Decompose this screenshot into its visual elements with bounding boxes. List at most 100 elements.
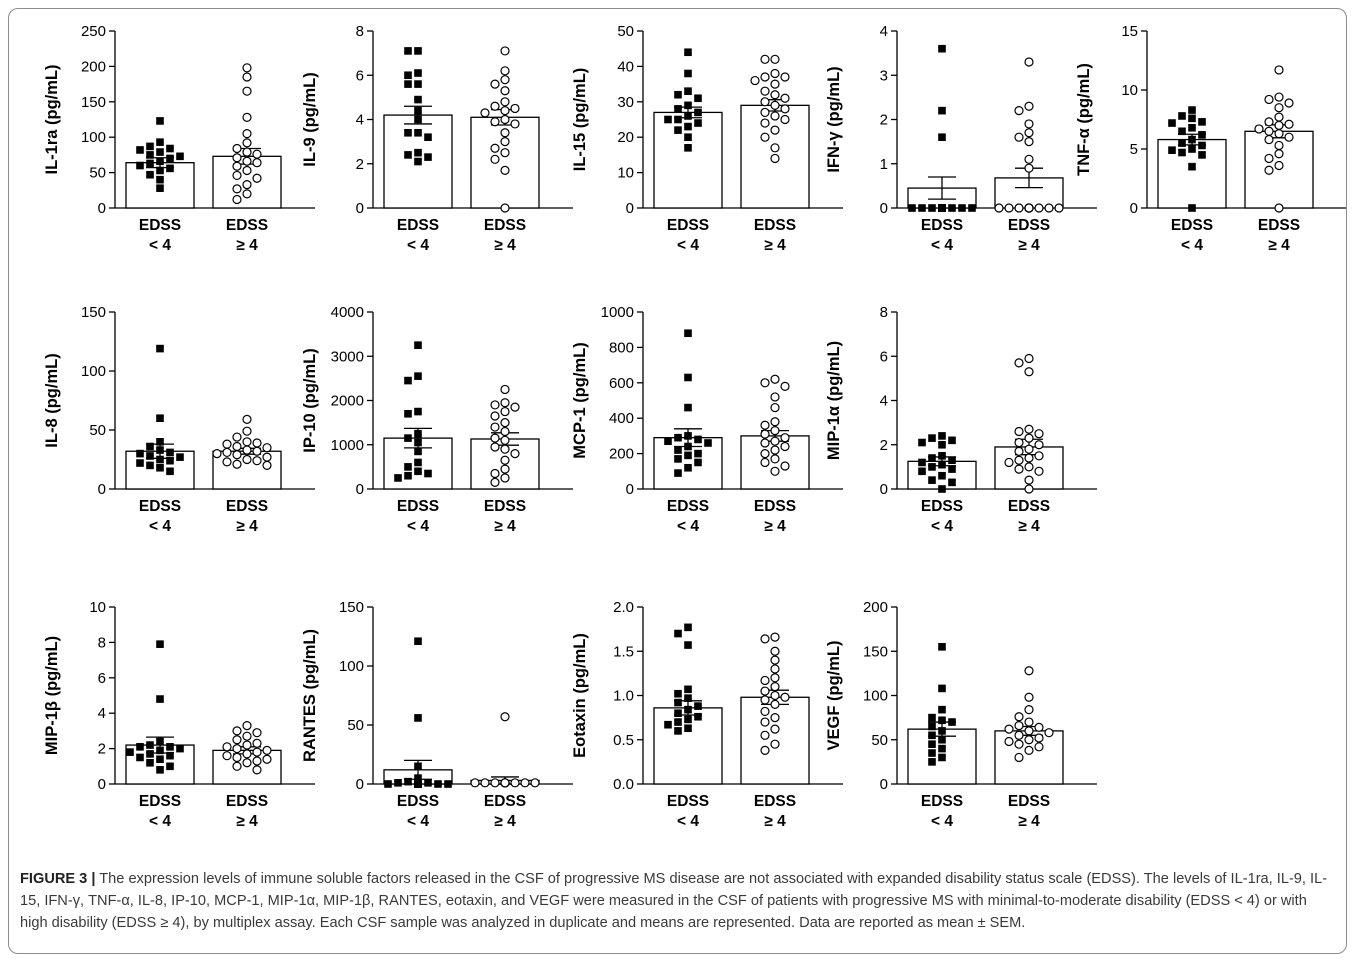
- data-point: [1274, 149, 1284, 159]
- data-point: [770, 54, 780, 64]
- data-point: [1188, 135, 1196, 144]
- data-point: [674, 709, 682, 717]
- x-tick-label: ≥ 4: [494, 518, 516, 535]
- data-point: [1274, 92, 1284, 102]
- chart-panel: 0 2 4 6 8 MIP-1α (pg/mL) EDSS < 4 EDSS ≥ 4: [825, 304, 1097, 535]
- data-point: [232, 161, 242, 171]
- data-point: [136, 743, 144, 751]
- data-point: [146, 170, 154, 179]
- data-point: [156, 138, 164, 146]
- data-point: [500, 75, 510, 85]
- data-point: [232, 143, 242, 154]
- data-point: [674, 433, 682, 442]
- data-point: [500, 398, 510, 408]
- data-point: [1024, 119, 1034, 129]
- y-tick-label: 3: [880, 67, 888, 84]
- y-tick-label: 0: [880, 481, 888, 498]
- y-tick-label: 6: [356, 67, 364, 84]
- data-point: [948, 718, 956, 726]
- data-point: [252, 728, 262, 738]
- data-point: [166, 751, 174, 760]
- y-tick-label: 100: [339, 658, 364, 675]
- data-point: [232, 735, 242, 745]
- data-point: [1024, 128, 1034, 138]
- data-point: [166, 448, 174, 457]
- data-point: [156, 175, 164, 184]
- data-point: [510, 402, 520, 412]
- data-point: [136, 459, 144, 467]
- data-point: [684, 144, 692, 152]
- x-tick-label: < 4: [677, 237, 699, 254]
- data-point: [1188, 123, 1196, 132]
- chart-panel: 0 50 100 150 IL-8 (pg/mL) EDSS < 4 EDSS ≥ 4: [43, 304, 315, 535]
- data-point: [156, 414, 164, 422]
- x-tick-label: EDSS: [754, 217, 796, 234]
- data-point: [684, 122, 692, 131]
- data-point: [908, 204, 916, 212]
- data-point: [242, 138, 252, 148]
- x-tick-label: < 4: [931, 813, 953, 830]
- data-point: [500, 86, 510, 96]
- data-point: [212, 449, 222, 459]
- data-point: [414, 148, 422, 157]
- y-axis-label: IL-8 (pg/mL): [43, 353, 61, 447]
- chart-panel: 0 2 4 6 8 10 MIP-1β (pg/mL) EDSS < 4 EDSS ≥ 4: [43, 599, 315, 830]
- data-point: [770, 454, 780, 464]
- data-point: [1274, 103, 1284, 113]
- data-point: [252, 738, 262, 748]
- x-tick-label: EDSS: [921, 498, 963, 515]
- data-point: [414, 407, 422, 416]
- data-point: [146, 758, 154, 767]
- y-tick-label: 1.5: [613, 643, 634, 660]
- data-point: [1024, 484, 1034, 494]
- data-point: [684, 451, 692, 460]
- data-point: [1034, 440, 1044, 450]
- data-point: [262, 443, 272, 453]
- data-point: [414, 341, 422, 349]
- x-tick-label: ≥ 4: [764, 237, 786, 254]
- data-point: [156, 737, 164, 746]
- y-tick-label: 3000: [331, 348, 364, 365]
- x-tick-label: EDSS: [226, 217, 268, 234]
- data-point: [948, 456, 956, 465]
- data-point: [500, 778, 510, 788]
- data-point: [694, 119, 702, 127]
- figure-caption: FIGURE 3 | The expression levels of immu…: [20, 868, 1338, 934]
- data-point: [938, 744, 946, 753]
- data-point: [146, 151, 154, 159]
- data-point: [434, 780, 442, 788]
- data-point: [770, 699, 780, 709]
- data-point: [948, 465, 956, 473]
- data-point: [1188, 114, 1196, 123]
- y-tick-label: 0: [98, 481, 106, 498]
- x-tick-label: ≥ 4: [236, 813, 258, 830]
- data-point: [760, 686, 770, 696]
- data-point: [500, 137, 510, 147]
- y-tick-label: 100: [81, 129, 106, 146]
- data-point: [770, 153, 780, 164]
- data-point: [694, 458, 702, 467]
- caption-label: FIGURE 3 |: [20, 871, 96, 887]
- data-point: [938, 452, 946, 460]
- data-point: [1264, 134, 1274, 145]
- data-point: [1284, 132, 1294, 142]
- data-point: [242, 86, 252, 96]
- data-point: [1024, 475, 1034, 485]
- y-tick-label: 0: [356, 776, 364, 793]
- data-point: [1274, 65, 1284, 75]
- x-tick-label: ≥ 4: [494, 237, 516, 254]
- data-point: [1044, 203, 1054, 213]
- data-point: [684, 112, 692, 120]
- y-tick-label: 50: [617, 23, 634, 40]
- data-point: [780, 114, 790, 125]
- x-tick-label: < 4: [677, 518, 699, 535]
- data-point: [770, 445, 780, 455]
- data-point: [262, 460, 272, 470]
- data-point: [674, 698, 682, 707]
- data-point: [760, 429, 770, 439]
- y-axis-label: MCP-1 (pg/mL): [571, 342, 589, 458]
- x-tick-label: EDSS: [484, 498, 526, 515]
- y-tick-label: 4: [356, 112, 364, 129]
- data-point: [404, 71, 412, 80]
- data-point: [510, 103, 520, 114]
